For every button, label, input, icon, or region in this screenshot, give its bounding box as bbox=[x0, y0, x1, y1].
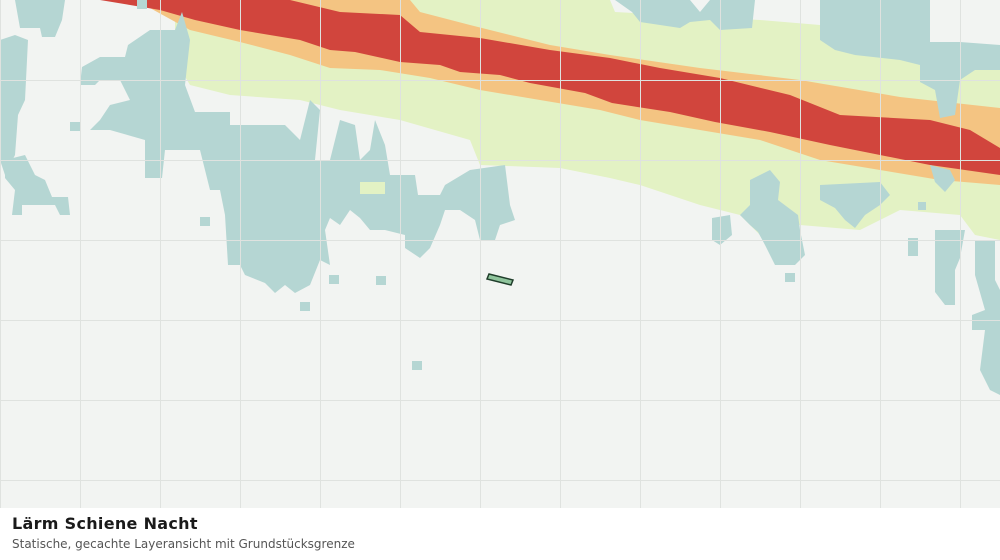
parcel bbox=[485, 273, 515, 286]
tile-grid bbox=[0, 0, 1000, 508]
map bbox=[0, 0, 1000, 508]
noise-zone-high bbox=[100, 0, 1000, 175]
map-title: Lärm Schiene Nacht bbox=[12, 514, 198, 533]
caption: Lärm Schiene Nacht Statische, gecachte L… bbox=[0, 508, 1000, 560]
map-subtitle: Statische, gecachte Layeransicht mit Gru… bbox=[12, 537, 355, 551]
